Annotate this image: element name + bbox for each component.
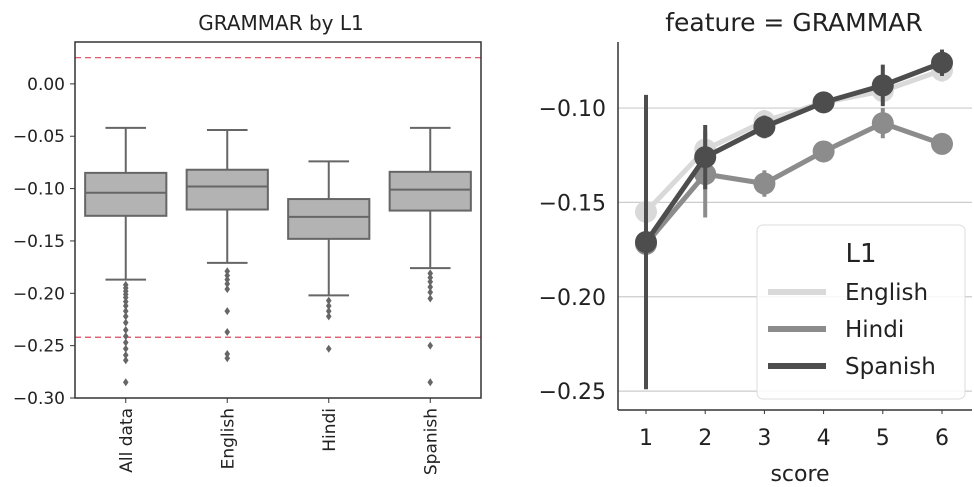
data-point (694, 146, 717, 169)
outlier-point (122, 312, 129, 321)
legend-label: Spanish (845, 354, 936, 380)
outlier-point (122, 351, 129, 360)
legend-box (756, 224, 966, 400)
outlier-point (122, 378, 129, 387)
outlier-point (224, 350, 231, 359)
data-point (931, 51, 953, 74)
y-tick-label: −0.05 (13, 127, 65, 147)
outlier-point (122, 301, 129, 310)
data-point (753, 115, 776, 138)
x-tick-label: 5 (876, 426, 890, 451)
y-tick-label: −0.20 (539, 286, 606, 311)
outlier-point (224, 285, 231, 294)
legend-title: L1 (845, 239, 876, 269)
legend: L1 English Hindi Spanish (756, 224, 966, 400)
data-point (753, 172, 776, 195)
y-tick-label: −0.25 (539, 380, 606, 405)
x-tick-label: All data (117, 408, 137, 473)
outlier-point (427, 378, 434, 387)
data-point (635, 231, 657, 254)
x-tick-label: 6 (935, 426, 949, 451)
plot-frame (74, 41, 482, 399)
lineplot-title: feature = GRAMMAR (665, 8, 923, 37)
y-tick-label: −0.10 (539, 97, 606, 122)
outlier-point (427, 341, 434, 350)
box-iqr (287, 198, 371, 240)
boxplot-title: GRAMMAR by L1 (198, 11, 363, 35)
outlier-point (122, 344, 129, 353)
outlier-point (427, 288, 434, 297)
outlier-point (427, 277, 434, 286)
x-tick-label: Spanish (421, 408, 441, 475)
y-tick-label: −0.25 (13, 337, 65, 357)
grammar-by-l1-boxplot: GRAMMAR by L1 All data English Hindi Spanis… (13, 11, 482, 475)
outlier-point (224, 275, 231, 284)
outlier-point (427, 273, 434, 282)
outlier-point (122, 307, 129, 316)
outlier-point (224, 267, 231, 276)
data-point (812, 140, 835, 163)
box-all-data (84, 126, 168, 387)
box-hindi (287, 160, 371, 353)
outlier-point (224, 279, 231, 288)
x-axis-label: score (770, 462, 829, 487)
series-line (643, 60, 943, 244)
y-tick-label: −0.10 (13, 180, 65, 200)
box-english (185, 128, 269, 363)
data-point (812, 91, 835, 114)
box-iqr (185, 168, 269, 211)
x-tick-label: 4 (817, 426, 831, 451)
legend-label: Hindi (845, 317, 904, 343)
outlier-point (325, 307, 332, 316)
grammar-by-score-lineplot: feature = GRAMMAR score −0.10 −0.15 −0.20 −… (539, 8, 972, 487)
outlier-point (122, 297, 129, 306)
series-spanish (635, 49, 953, 390)
outlier-point (224, 307, 231, 316)
box-iqr (84, 171, 168, 217)
data-point (871, 112, 894, 135)
legend-label: English (845, 280, 928, 306)
x-tick-label: 2 (698, 426, 712, 451)
y-tick-label: −0.20 (13, 284, 65, 304)
outlier-point (122, 356, 129, 365)
outlier-point (122, 318, 129, 327)
outlier-point (122, 332, 129, 341)
box-iqr (388, 170, 472, 212)
outlier-point (122, 293, 129, 302)
outlier-point (224, 271, 231, 280)
data-point (871, 74, 894, 97)
y-tick-label: −0.15 (539, 191, 606, 216)
y-tick-label: −0.30 (13, 389, 65, 409)
outlier-point (427, 269, 434, 278)
x-tick-label: English (218, 408, 238, 469)
outlier-point (427, 283, 434, 292)
outlier-point (224, 354, 231, 363)
box-spanish (388, 126, 472, 387)
y-tick-label: −0.15 (13, 232, 65, 252)
x-tick-label: Hindi (320, 408, 340, 452)
outlier-point (325, 301, 332, 310)
outlier-point (427, 294, 434, 303)
outlier-point (224, 328, 231, 337)
x-tick-label: 1 (639, 426, 653, 451)
outlier-point (325, 344, 332, 353)
outlier-point (325, 296, 332, 305)
data-point (931, 132, 953, 155)
outlier-point (325, 312, 332, 321)
x-tick-label: 3 (757, 426, 771, 451)
outlier-point (122, 325, 129, 334)
y-tick-label: 0.00 (27, 75, 65, 95)
outlier-point (122, 338, 129, 347)
